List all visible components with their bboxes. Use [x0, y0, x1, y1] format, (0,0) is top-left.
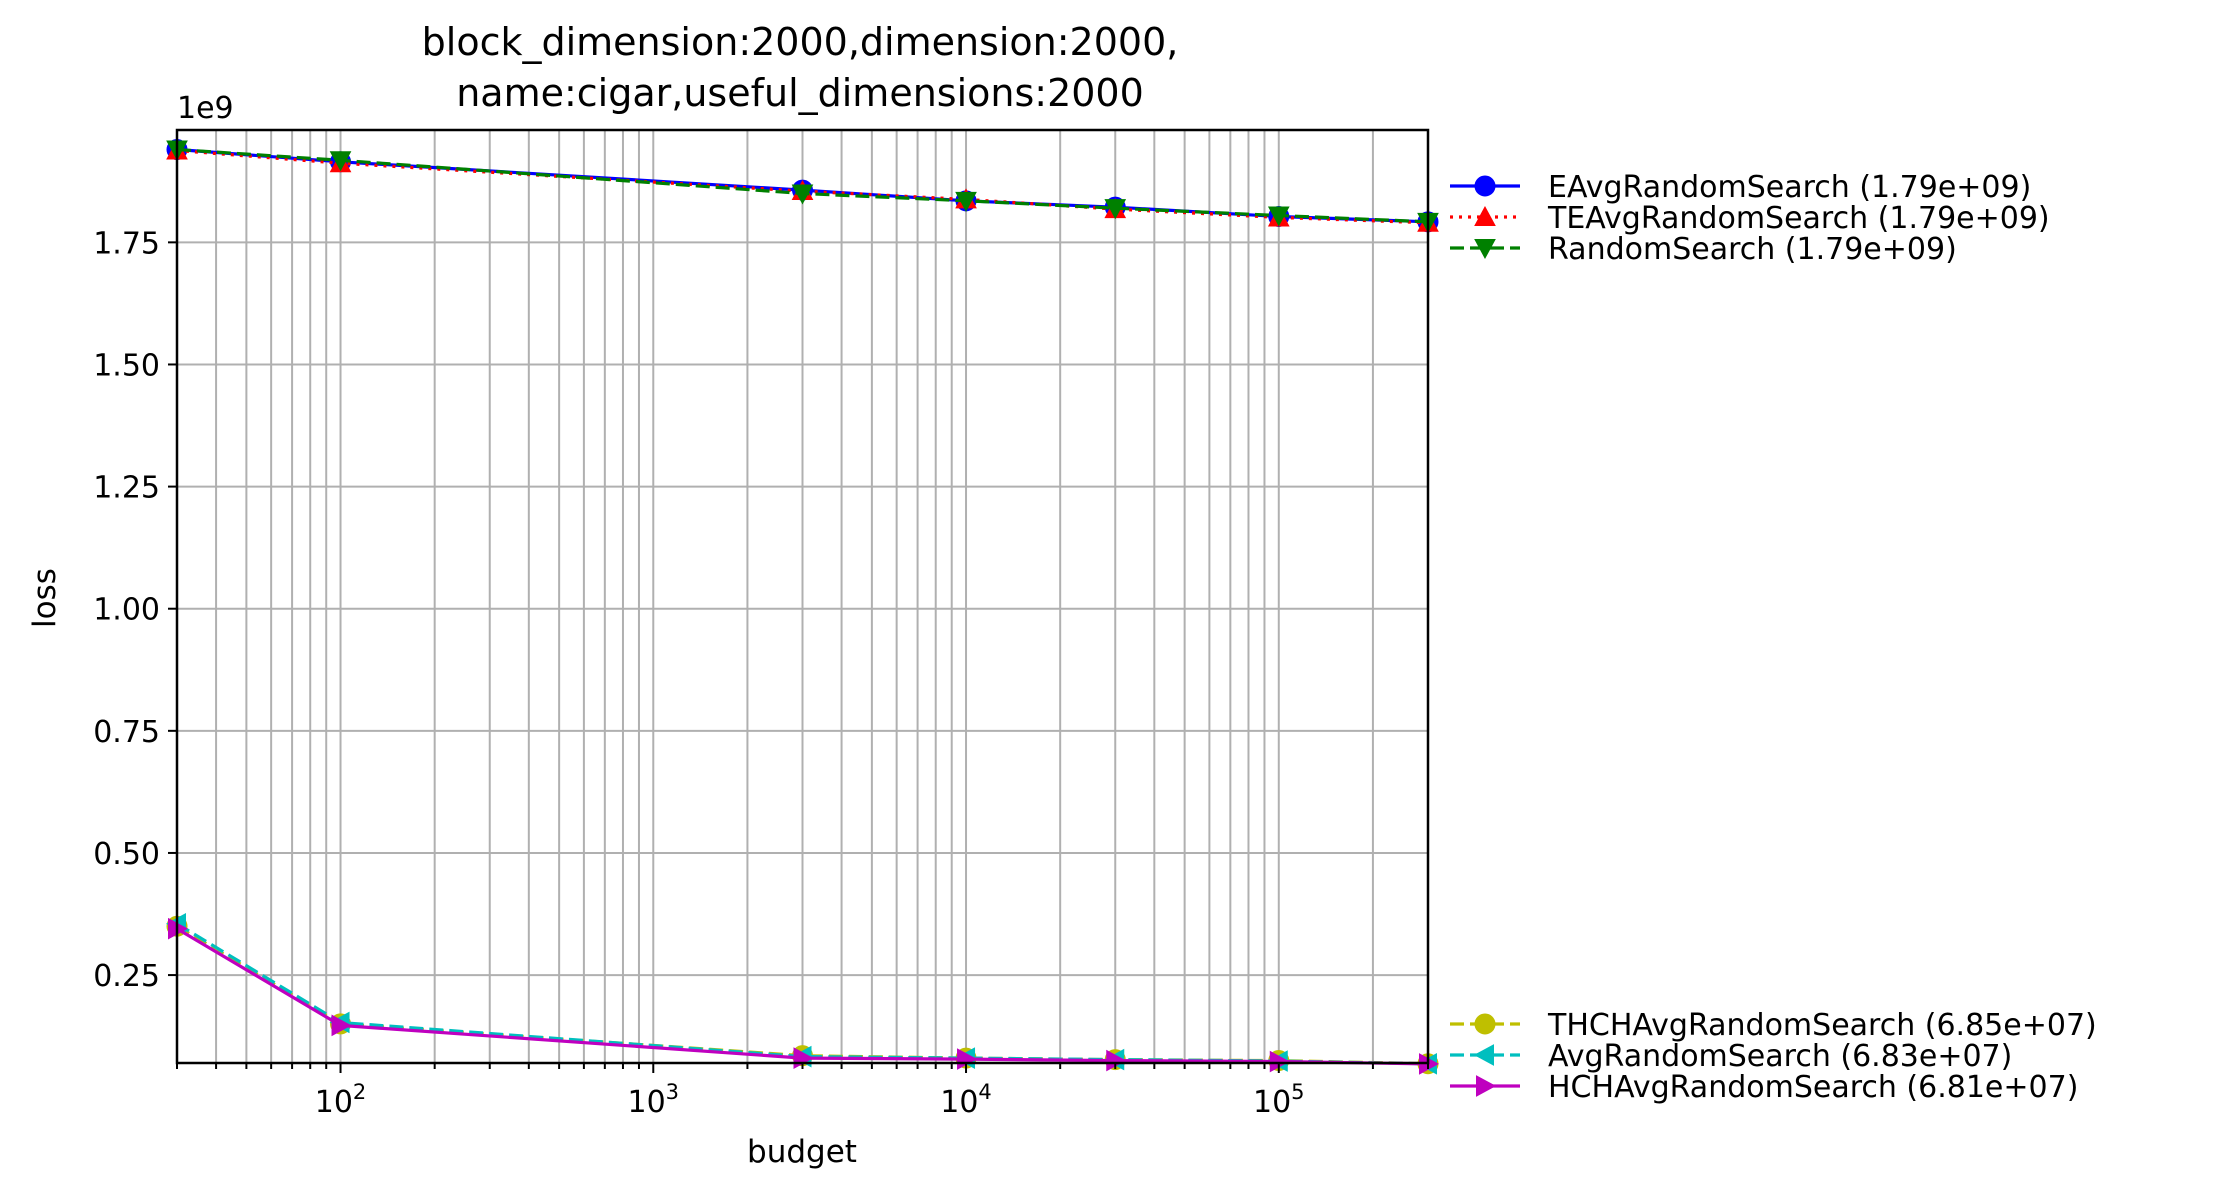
legend-marker — [1476, 1075, 1497, 1097]
legend-label: AvgRandomSearch (6.83e+07) — [1548, 1039, 2012, 1074]
y-tick-label: 1.25 — [93, 471, 160, 506]
legend-label: HCHAvgRandomSearch (6.81e+07) — [1548, 1070, 2078, 1105]
x-axis-label: budget — [747, 1134, 857, 1170]
x-tick-label: 103 — [627, 1080, 679, 1120]
y-tick-label: 1.75 — [93, 226, 160, 261]
legend-marker — [1474, 205, 1496, 226]
y-tick-label: 1.50 — [93, 348, 160, 383]
legend-entry: RandomSearch (1.79e+09) — [1450, 232, 1957, 267]
legend: EAvgRandomSearch (1.79e+09)TEAvgRandomSe… — [1450, 170, 2097, 1105]
legend-entry: AvgRandomSearch (6.83e+07) — [1450, 1039, 2012, 1074]
data-point — [955, 191, 977, 212]
y-tick-label: 0.50 — [93, 837, 160, 872]
y-tick-label: 0.25 — [93, 959, 160, 994]
legend-marker — [1474, 175, 1496, 197]
legend-marker — [1474, 239, 1496, 260]
ticks: 0.25 0.50 0.75 1.00 1.25 1.50 1.75 102 103 104 105 — [93, 226, 1429, 1120]
chart-title-line2: name:cigar,useful_dimensions:2000 — [456, 71, 1144, 115]
legend-label: TEAvgRandomSearch (1.79e+09) — [1547, 201, 2050, 236]
legend-label: RandomSearch (1.79e+09) — [1548, 232, 1957, 267]
data-point — [1104, 199, 1127, 220]
legend-entry: TEAvgRandomSearch (1.79e+09) — [1450, 201, 2050, 236]
x-tick-label: 102 — [315, 1080, 367, 1120]
legend-entry: THCHAvgRandomSearch (6.85e+07) — [1450, 1008, 2097, 1043]
data-point — [329, 151, 352, 172]
data-point — [1267, 206, 1290, 227]
y-multiplier: 1e9 — [177, 91, 234, 126]
data-point — [331, 1014, 352, 1037]
legend-label: EAvgRandomSearch (1.79e+09) — [1548, 170, 2031, 205]
x-tick-label: 104 — [940, 1080, 992, 1120]
legend-entry: EAvgRandomSearch (1.79e+09) — [1450, 170, 2031, 205]
series-layer — [165, 139, 1440, 1075]
legend-marker — [1474, 1013, 1496, 1035]
y-axis-label: loss — [27, 568, 63, 628]
chart-title-line1: block_dimension:2000,dimension:2000, — [422, 20, 1179, 64]
legend-marker — [1473, 1044, 1494, 1066]
y-tick-label: 1.00 — [93, 593, 160, 628]
legend-label: THCHAvgRandomSearch (6.85e+07) — [1547, 1008, 2097, 1043]
y-tick-label: 0.75 — [93, 715, 160, 750]
data-point — [791, 184, 814, 205]
series-3 — [166, 140, 1439, 233]
x-tick-label: 105 — [1253, 1080, 1305, 1120]
legend-entry: HCHAvgRandomSearch (6.81e+07) — [1450, 1070, 2078, 1105]
